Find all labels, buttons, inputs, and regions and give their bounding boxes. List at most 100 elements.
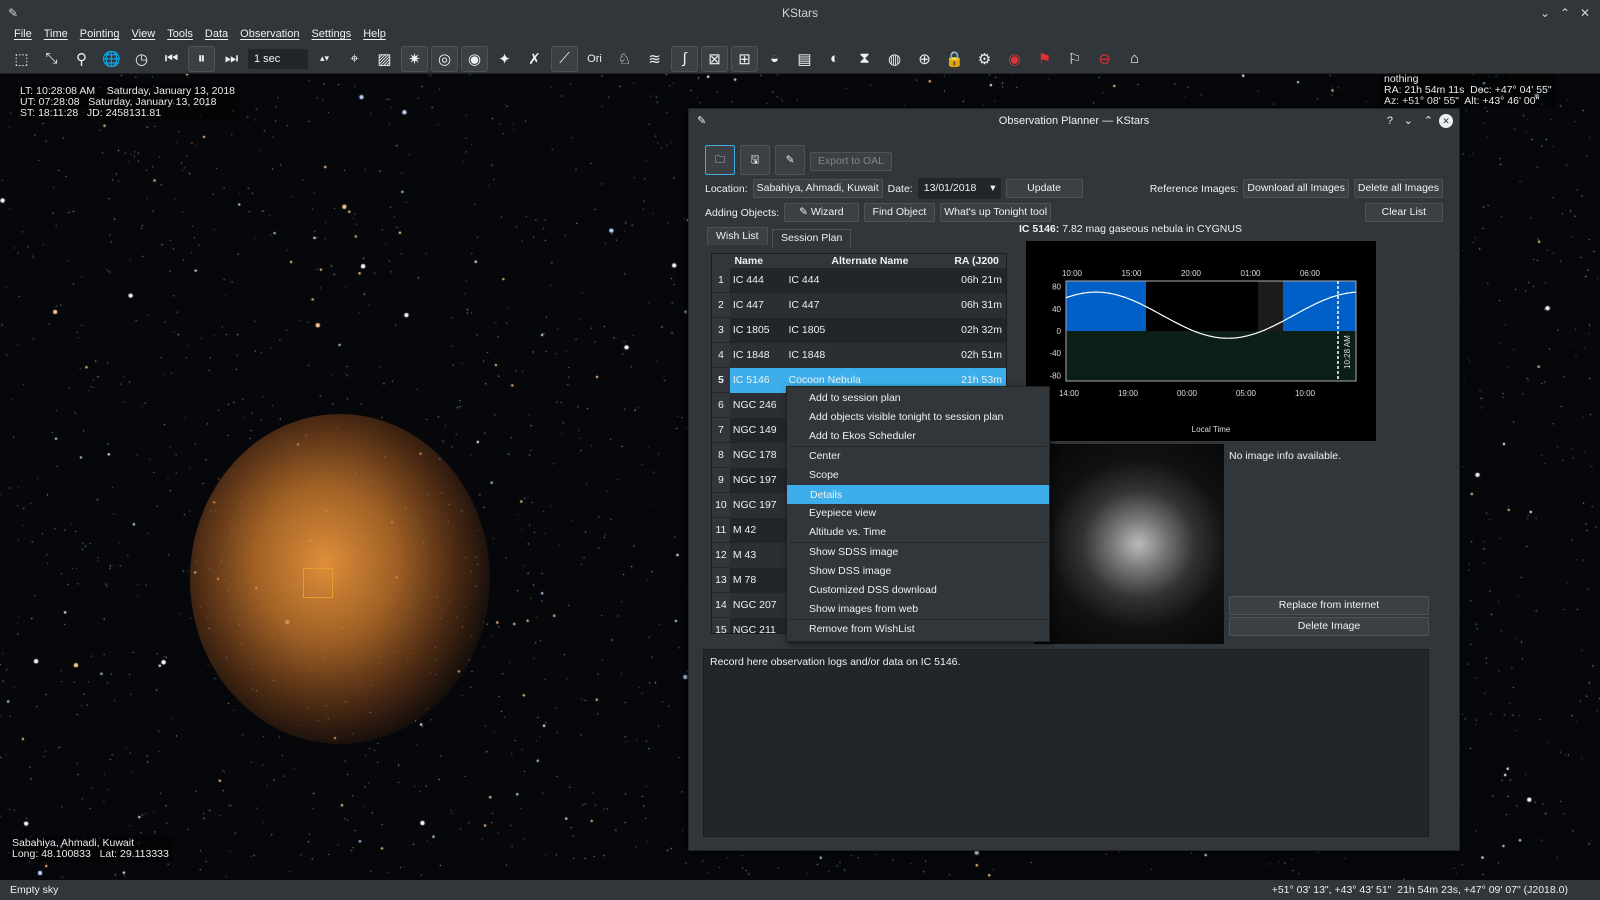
zoom-fit-icon[interactable]: ⬚: [14, 50, 29, 68]
pause-icon[interactable]: ⏸: [188, 45, 215, 72]
no-image-info: No image info available.: [1229, 450, 1342, 462]
context-item-center[interactable]: Center: [809, 450, 841, 462]
close-button[interactable]: ✕: [1579, 6, 1590, 20]
image-icon[interactable]: ▨: [377, 50, 392, 68]
step-back-icon[interactable]: ⏮: [164, 50, 179, 67]
observation-notes-textarea[interactable]: Record here observation logs and/or data…: [703, 649, 1429, 837]
time-step-spinbox[interactable]: 1 sec: [248, 48, 308, 69]
menu-settings[interactable]: Settings: [311, 28, 352, 40]
constellation-names-icon[interactable]: Ori: [587, 52, 602, 65]
altitude-vs-time-plot: 10:28 AM 10:00 15:00 20:00 01:00 06:00 14:00 1…: [1026, 241, 1376, 441]
export-oal-button[interactable]: Export to OAL: [810, 152, 892, 171]
stop-icon[interactable]: ⊖: [1098, 50, 1111, 68]
table-row[interactable]: 13 M 78: [712, 568, 1006, 593]
row-number: 15: [712, 618, 730, 633]
save-button[interactable]: 🖫: [740, 145, 770, 175]
hips-icon[interactable]: ◐: [829, 50, 840, 67]
table-row[interactable]: 2 IC 447 IC 447 06h 31m: [712, 293, 1006, 318]
clock-icon[interactable]: ◷: [134, 50, 149, 68]
horizontal-grid-icon[interactable]: ⊞: [731, 45, 758, 72]
menu-view[interactable]: View: [131, 28, 156, 40]
update-button[interactable]: Update: [1005, 179, 1083, 198]
lock-icon[interactable]: 🔒: [945, 50, 964, 68]
context-item-customized-dss-download[interactable]: Customized DSS download: [809, 584, 937, 596]
location-button[interactable]: Sabahiya, Ahmadi, Kuwait: [752, 179, 883, 198]
fov-icon[interactable]: ▤: [797, 50, 812, 68]
find-icon[interactable]: ⚲: [76, 50, 87, 68]
whats-up-tonight-button[interactable]: What's up Tonight tool: [940, 203, 1052, 222]
satellite-icon[interactable]: ✗: [528, 50, 541, 68]
table-row[interactable]: 1 IC 444 IC 444 06h 21m: [712, 268, 1006, 293]
equator-icon[interactable]: ∫: [671, 45, 698, 72]
table-row[interactable]: 4 IC 1848 IC 1848 02h 51m: [712, 343, 1006, 368]
column-name[interactable]: Name: [734, 255, 764, 267]
wizard-button[interactable]: ✎ Wizard: [784, 203, 859, 222]
maximize-button[interactable]: ⌃: [1559, 6, 1570, 20]
constellation-lines-icon[interactable]: ⟋: [551, 45, 578, 72]
zoom-default-icon[interactable]: ⤡: [45, 50, 58, 67]
table-row[interactable]: 9 NGC 197: [712, 468, 1006, 493]
save-as-button[interactable]: ✎: [775, 145, 805, 175]
delete-all-images-button[interactable]: Delete all Images: [1353, 179, 1443, 198]
stars-icon[interactable]: ✷: [401, 45, 428, 72]
context-item-show-sdss-image[interactable]: Show SDSS image: [809, 546, 899, 558]
delete-image-button[interactable]: Delete Image: [1229, 617, 1429, 636]
tab-wish-list[interactable]: Wish List: [707, 227, 768, 245]
sky-view-icon[interactable]: ◍: [887, 50, 902, 68]
context-item-altitude-vs-time[interactable]: Altitude vs. Time: [809, 526, 887, 538]
table-row[interactable]: 15 NGC 211: [712, 618, 1006, 633]
context-item-add-objects-visible-tonight-to-session-plan[interactable]: Add objects visible tonight to session p…: [809, 411, 1004, 423]
date-picker[interactable]: 13/01/2018 ▾: [917, 178, 1001, 199]
milky-way-icon[interactable]: ≋: [648, 50, 661, 68]
menu-pointing[interactable]: Pointing: [79, 28, 120, 40]
table-row[interactable]: 11 M 42: [712, 518, 1006, 543]
menu-observation[interactable]: Observation: [240, 28, 300, 40]
context-item-details[interactable]: Details: [787, 485, 1049, 504]
observatory-icon[interactable]: ⌂: [1129, 50, 1140, 67]
context-item-show-dss-image[interactable]: Show DSS image: [809, 565, 892, 577]
comet-icon[interactable]: ✦: [498, 50, 511, 68]
table-row[interactable]: 3 IC 1805 IC 1805 02h 32m: [712, 318, 1006, 343]
deep-sky-icon[interactable]: ◎: [431, 45, 458, 72]
constellation-art-icon[interactable]: ♘: [617, 50, 632, 68]
dialog-close-button[interactable]: ✕: [1439, 114, 1453, 128]
table-row[interactable]: 5 IC 5146 Cocoon Nebula 21h 53m: [712, 368, 1006, 393]
minimize-button[interactable]: ⌄: [1539, 6, 1550, 20]
open-file-button[interactable]: 🗀: [705, 145, 735, 175]
context-item-scope[interactable]: Scope: [809, 469, 839, 481]
time-step-updown[interactable]: ▴▾: [319, 53, 330, 63]
table-row[interactable]: 7 NGC 149: [712, 418, 1006, 443]
column-alternate-name[interactable]: Alternate Name: [831, 255, 909, 267]
column-ra[interactable]: RA (J200: [954, 255, 999, 267]
context-item-add-to-session-plan[interactable]: Add to session plan: [809, 392, 901, 404]
menu-tools[interactable]: Tools: [167, 28, 193, 40]
help-button[interactable]: ?: [1386, 115, 1393, 127]
dialog-maximize-button[interactable]: ⌃: [1423, 115, 1433, 127]
context-item-eyepiece-view[interactable]: Eyepiece view: [809, 507, 877, 519]
context-item-add-to-ekos-scheduler[interactable]: Add to Ekos Scheduler: [809, 430, 916, 442]
globe-icon[interactable]: 🌐: [102, 50, 121, 68]
crosshair-icon[interactable]: ⌖: [350, 50, 359, 67]
flux-icon[interactable]: ⧗: [859, 50, 870, 67]
clear-list-button[interactable]: Clear List: [1364, 203, 1443, 222]
telescope-target-icon[interactable]: ⊕: [918, 50, 931, 68]
flag-icon[interactable]: ⚐: [1067, 50, 1082, 68]
step-forward-icon[interactable]: ⏭: [224, 50, 239, 67]
download-all-images-button[interactable]: Download all Images: [1243, 179, 1349, 198]
solar-system-icon[interactable]: ◉: [461, 45, 488, 72]
coordinate-grid-icon[interactable]: ⊠: [701, 45, 728, 72]
context-item-show-images-from-web[interactable]: Show images from web: [809, 603, 919, 615]
context-item-remove-from-wishlist[interactable]: Remove from WishList: [809, 623, 915, 635]
tab-session-plan[interactable]: Session Plan: [772, 229, 852, 247]
menu-help[interactable]: Help: [363, 28, 386, 40]
menu-time[interactable]: Time: [43, 28, 68, 40]
replace-from-internet-button[interactable]: Replace from internet: [1229, 596, 1429, 615]
menu-file[interactable]: File: [14, 28, 32, 40]
flag-red-icon[interactable]: ⚑: [1037, 50, 1052, 68]
ekos-icon[interactable]: ⚙: [977, 50, 992, 68]
record-icon[interactable]: ◉: [1007, 50, 1022, 68]
menu-data[interactable]: Data: [204, 28, 229, 40]
ground-icon[interactable]: ◒: [769, 50, 780, 67]
find-object-button[interactable]: Find Object: [863, 203, 936, 222]
dialog-minimize-button[interactable]: ⌄: [1403, 115, 1413, 127]
